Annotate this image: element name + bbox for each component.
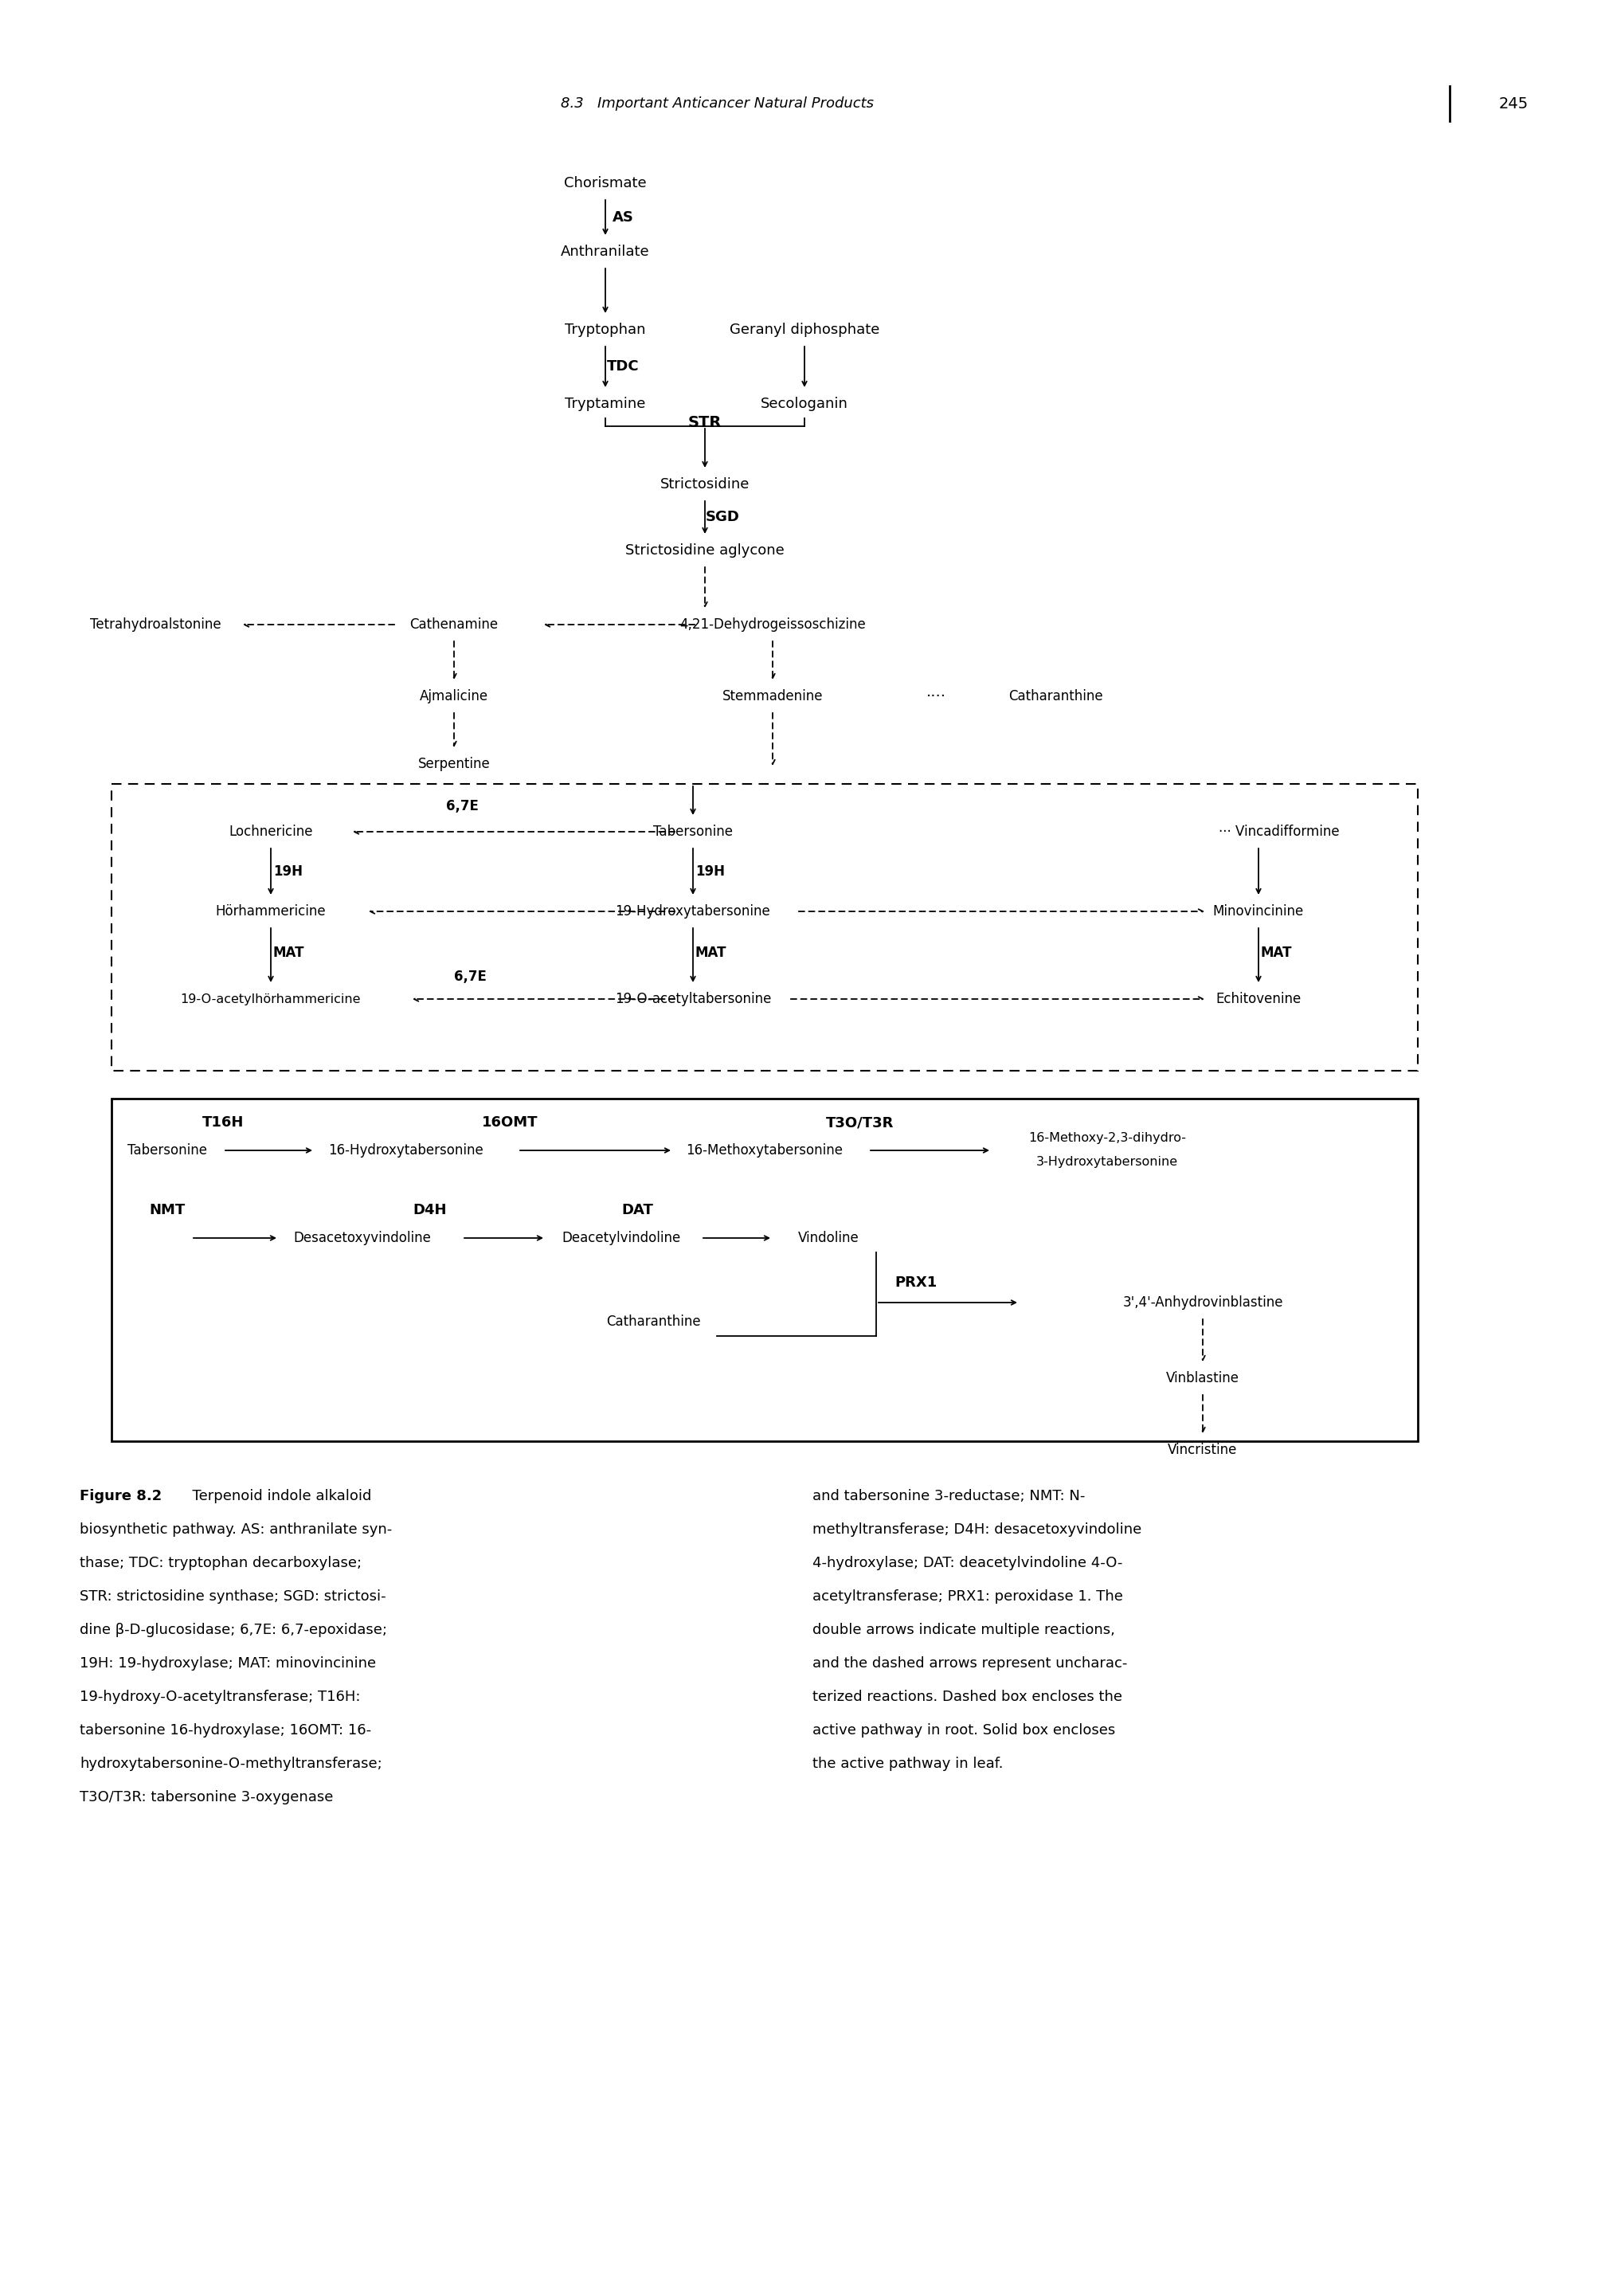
- Text: SGD: SGD: [706, 510, 740, 523]
- Text: and the dashed arrows represent uncharac-: and the dashed arrows represent uncharac…: [812, 1655, 1127, 1671]
- Text: active pathway in root. Solid box encloses: active pathway in root. Solid box enclos…: [812, 1724, 1116, 1738]
- Text: 19-O-acetyltabersonine: 19-O-acetyltabersonine: [615, 992, 772, 1006]
- Text: PRX1: PRX1: [895, 1277, 937, 1290]
- Text: ····: ····: [925, 689, 946, 705]
- Text: Tabersonine: Tabersonine: [128, 1143, 207, 1157]
- Text: Vindoline: Vindoline: [797, 1231, 860, 1244]
- Text: Terpenoid indole alkaloid: Terpenoid indole alkaloid: [183, 1490, 371, 1504]
- Text: Anthranilate: Anthranilate: [560, 246, 650, 259]
- Text: AS: AS: [612, 211, 634, 225]
- Text: Vinblastine: Vinblastine: [1166, 1371, 1239, 1384]
- Text: STR: strictosidine synthase; SGD: strictosi-: STR: strictosidine synthase; SGD: strict…: [80, 1589, 386, 1603]
- Text: Hörhammericine: Hörhammericine: [216, 905, 327, 918]
- Text: the active pathway in leaf.: the active pathway in leaf.: [812, 1756, 1004, 1770]
- Text: Tryptamine: Tryptamine: [565, 397, 645, 411]
- Text: 16OMT: 16OMT: [482, 1116, 538, 1130]
- Text: NMT: NMT: [149, 1203, 186, 1217]
- Text: Deacetylvindoline: Deacetylvindoline: [562, 1231, 680, 1244]
- Text: 4,21-Dehydrogeissoschizine: 4,21-Dehydrogeissoschizine: [679, 618, 866, 631]
- Text: terized reactions. Dashed box encloses the: terized reactions. Dashed box encloses t…: [812, 1690, 1122, 1704]
- Text: 19-O-acetylhörhammericine: 19-O-acetylhörhammericine: [181, 994, 360, 1006]
- Text: Minovincinine: Minovincinine: [1214, 905, 1303, 918]
- Text: acetyltransferase; PRX1: peroxidase 1. The: acetyltransferase; PRX1: peroxidase 1. T…: [812, 1589, 1122, 1603]
- Text: Strictosidine aglycone: Strictosidine aglycone: [626, 544, 784, 558]
- Text: Echitovenine: Echitovenine: [1215, 992, 1302, 1006]
- Text: methyltransferase; D4H: desacetoxyvindoline: methyltransferase; D4H: desacetoxyvindol…: [812, 1522, 1142, 1536]
- Text: 6,7E: 6,7E: [445, 799, 479, 813]
- Text: Geranyl diphosphate: Geranyl diphosphate: [730, 324, 879, 338]
- Text: Serpentine: Serpentine: [418, 758, 490, 771]
- Bar: [112, 783, 1418, 1070]
- Text: Stemmadenine: Stemmadenine: [722, 689, 823, 703]
- Text: Secologanin: Secologanin: [760, 397, 849, 411]
- Text: thase; TDC: tryptophan decarboxylase;: thase; TDC: tryptophan decarboxylase;: [80, 1557, 362, 1570]
- Text: MAT: MAT: [695, 946, 727, 960]
- Text: MAT: MAT: [272, 946, 304, 960]
- Text: D4H: D4H: [413, 1203, 447, 1217]
- Text: Tetrahydroalstonine: Tetrahydroalstonine: [90, 618, 221, 631]
- Text: tabersonine 16-hydroxylase; 16OMT: 16-: tabersonine 16-hydroxylase; 16OMT: 16-: [80, 1724, 371, 1738]
- Text: hydroxytabersonine-O-methyltransferase;: hydroxytabersonine-O-methyltransferase;: [80, 1756, 383, 1770]
- Text: STR: STR: [688, 416, 722, 429]
- Text: T3O/T3R: T3O/T3R: [826, 1116, 895, 1130]
- Text: Desacetoxyvindoline: Desacetoxyvindoline: [293, 1231, 431, 1244]
- Text: T16H: T16H: [202, 1116, 243, 1130]
- Text: biosynthetic pathway. AS: anthranilate syn-: biosynthetic pathway. AS: anthranilate s…: [80, 1522, 392, 1536]
- Text: ··· Vincadifformine: ··· Vincadifformine: [1218, 824, 1340, 838]
- Bar: [112, 1097, 1418, 1442]
- Text: Lochnericine: Lochnericine: [229, 824, 312, 838]
- Text: Strictosidine: Strictosidine: [660, 478, 749, 491]
- Text: 6,7E: 6,7E: [453, 969, 487, 985]
- Text: Catharanthine: Catharanthine: [605, 1316, 700, 1329]
- Text: 19H: 19-hydroxylase; MAT: minovincinine: 19H: 19-hydroxylase; MAT: minovincinine: [80, 1655, 376, 1671]
- Text: DAT: DAT: [621, 1203, 653, 1217]
- Text: 16-Methoxy-2,3-dihydro-: 16-Methoxy-2,3-dihydro-: [1028, 1132, 1186, 1143]
- Text: double arrows indicate multiple reactions,: double arrows indicate multiple reaction…: [812, 1623, 1114, 1637]
- Text: 16-Hydroxytabersonine: 16-Hydroxytabersonine: [328, 1143, 484, 1157]
- Text: Tabersonine: Tabersonine: [653, 824, 733, 838]
- Text: 19-Hydroxytabersonine: 19-Hydroxytabersonine: [615, 905, 770, 918]
- Text: and tabersonine 3-reductase; NMT: N-: and tabersonine 3-reductase; NMT: N-: [812, 1490, 1085, 1504]
- Text: 8.3   Important Anticancer Natural Products: 8.3 Important Anticancer Natural Product…: [560, 96, 874, 110]
- Text: 245: 245: [1499, 96, 1529, 110]
- Text: 19H: 19H: [274, 863, 303, 879]
- Text: MAT: MAT: [1260, 946, 1292, 960]
- Text: Chorismate: Chorismate: [564, 177, 647, 191]
- Text: 3-Hydroxytabersonine: 3-Hydroxytabersonine: [1036, 1157, 1178, 1169]
- Text: Cathenamine: Cathenamine: [410, 618, 498, 631]
- Text: TDC: TDC: [607, 358, 639, 374]
- Text: dine β-D-glucosidase; 6,7E: 6,7-epoxidase;: dine β-D-glucosidase; 6,7E: 6,7-epoxidas…: [80, 1623, 387, 1637]
- Text: Ajmalicine: Ajmalicine: [419, 689, 488, 703]
- Text: Vincristine: Vincristine: [1169, 1442, 1238, 1458]
- Text: 3',4'-Anhydrovinblastine: 3',4'-Anhydrovinblastine: [1122, 1295, 1282, 1309]
- Text: 16-Methoxytabersonine: 16-Methoxytabersonine: [687, 1143, 844, 1157]
- Text: 19-hydroxy-O-acetyltransferase; T16H:: 19-hydroxy-O-acetyltransferase; T16H:: [80, 1690, 360, 1704]
- Text: Figure 8.2: Figure 8.2: [80, 1490, 162, 1504]
- Text: 19H: 19H: [696, 863, 725, 879]
- Text: Tryptophan: Tryptophan: [565, 324, 645, 338]
- Text: Catharanthine: Catharanthine: [1009, 689, 1103, 703]
- Text: 4-hydroxylase; DAT: deacetylvindoline 4-O-: 4-hydroxylase; DAT: deacetylvindoline 4-…: [812, 1557, 1122, 1570]
- Text: T3O/T3R: tabersonine 3-oxygenase: T3O/T3R: tabersonine 3-oxygenase: [80, 1791, 333, 1805]
